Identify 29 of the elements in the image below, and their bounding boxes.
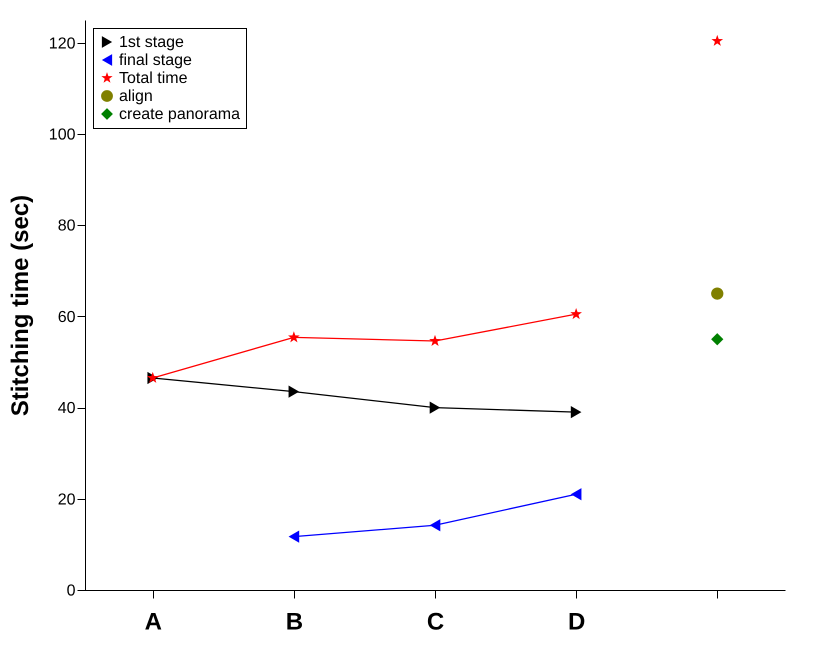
legend-label: Total time [119,70,188,87]
point [711,333,724,346]
point [429,334,441,346]
y-tick-label: 0 [66,582,76,600]
point [570,308,582,320]
x-tick-label: B [286,608,304,636]
x-tick-label: A [144,608,162,636]
y-tick-label: 120 [48,35,76,52]
x-tick-label: C [426,608,444,636]
point [430,401,440,414]
y-axis-title: Stitching time (sec) [6,194,34,416]
y-tick-label: 80 [58,218,76,235]
point [288,331,300,342]
legend-label: final stage [119,52,192,69]
point [570,488,582,500]
x-tick-label: D [568,608,586,636]
y-tick-label: 40 [58,400,76,418]
point [711,34,724,46]
y-tick-label: 60 [58,308,76,326]
legend-label: create panorama [119,106,240,123]
y-tick-label: 20 [58,491,76,508]
point [711,287,724,300]
y-tick-label: 100 [48,126,76,144]
legend-label: 1st stage [119,34,184,51]
legend-label: align [119,88,153,105]
point [288,386,300,398]
point [570,406,582,418]
point [430,519,440,532]
point [288,530,300,543]
